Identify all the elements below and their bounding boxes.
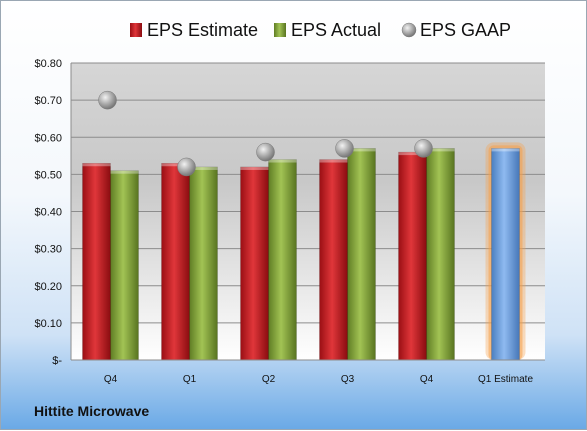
eps-actual-bar bbox=[426, 148, 455, 361]
x-tick-label: Q3 bbox=[341, 374, 355, 385]
y-axis: $- $0.10 $0.20 $0.30 $0.40 $0.50 $0.60 $0.70 $0.… bbox=[34, 58, 72, 367]
x-tick-label: Q1 bbox=[183, 374, 197, 385]
y-tick-label: $0.50 bbox=[34, 169, 62, 181]
eps-gaap-marker bbox=[98, 90, 117, 110]
eps-actual-bar bbox=[347, 148, 376, 361]
legend-label: EPS Estimate bbox=[147, 20, 258, 40]
eps-estimate-bar-cap bbox=[240, 166, 269, 170]
q1-estimate-bar bbox=[491, 148, 520, 361]
legend-swatch bbox=[130, 23, 142, 37]
q1-estimate-bar-cap bbox=[491, 148, 520, 152]
eps-gaap-marker bbox=[335, 139, 354, 158]
eps-estimate-bar bbox=[240, 166, 269, 361]
eps-estimate-bar bbox=[161, 162, 190, 361]
eps-actual-bar-cap bbox=[426, 148, 455, 152]
legend-swatch bbox=[274, 23, 286, 37]
eps-estimate-bar bbox=[319, 159, 348, 361]
legend-label: EPS GAAP bbox=[420, 20, 511, 40]
eps-estimate-bar-cap bbox=[398, 152, 427, 156]
y-tick-label: $0.60 bbox=[34, 132, 62, 144]
y-tick-label: $0.30 bbox=[34, 244, 62, 256]
x-tick-label: Q1 Estimate bbox=[478, 374, 533, 385]
eps-actual-bar bbox=[268, 159, 297, 361]
eps-gaap-marker bbox=[177, 157, 196, 177]
x-tick-label: Q4 bbox=[420, 374, 434, 385]
legend: EPS Estimate EPS Actual EPS GAAP bbox=[130, 20, 511, 40]
legend-label: EPS Actual bbox=[291, 20, 381, 40]
eps-actual-bar bbox=[189, 166, 218, 361]
eps-estimate-bar bbox=[82, 162, 111, 361]
x-axis: Q4 Q1 Q2 Q3 Q4 Q1 Estimate bbox=[71, 359, 545, 385]
eps-estimate-bar-cap bbox=[319, 159, 348, 163]
y-tick-label: $0.40 bbox=[34, 207, 62, 219]
y-tick-label: $0.10 bbox=[34, 318, 62, 330]
legend-swatch bbox=[401, 22, 417, 38]
eps-estimate-bar-cap bbox=[82, 163, 111, 167]
gaap-markers bbox=[98, 90, 433, 177]
y-tick-label: $- bbox=[52, 355, 62, 367]
eps-actual-bar-cap bbox=[268, 159, 297, 163]
bars bbox=[82, 142, 526, 361]
eps-actual-bar-cap bbox=[110, 170, 139, 174]
y-tick-label: $0.70 bbox=[34, 95, 62, 107]
x-tick-label: Q2 bbox=[262, 374, 276, 385]
eps-estimate-bar bbox=[398, 151, 427, 361]
eps-gaap-marker bbox=[414, 139, 433, 158]
eps-actual-bar-cap bbox=[189, 166, 218, 170]
eps-gaap-marker bbox=[256, 142, 275, 162]
company-label: Hittite Microwave bbox=[34, 403, 150, 419]
y-tick-label: $0.20 bbox=[34, 281, 62, 293]
y-tick-label: $0.80 bbox=[34, 58, 62, 70]
eps-actual-bar-cap bbox=[347, 148, 376, 152]
eps-estimate-bar-cap bbox=[161, 163, 190, 167]
eps-actual-bar bbox=[110, 170, 139, 361]
x-tick-label: Q4 bbox=[104, 374, 118, 385]
